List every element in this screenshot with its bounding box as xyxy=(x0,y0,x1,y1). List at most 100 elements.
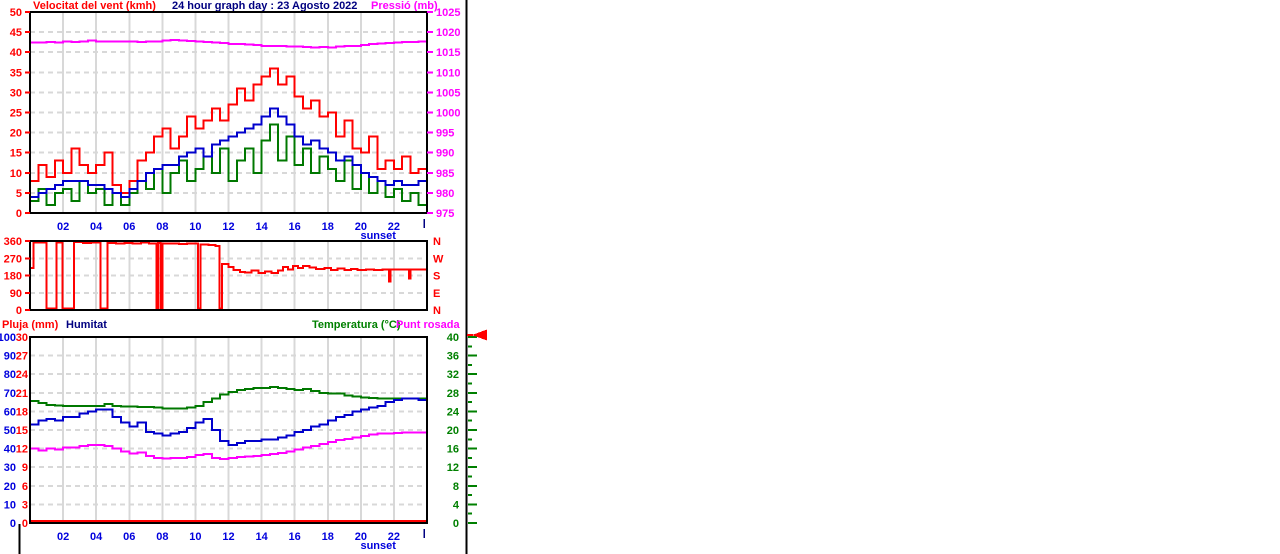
axis-tick-label: 18 xyxy=(16,406,28,418)
left-axis: 0 10 20 30 40 50 60 70 80 90 100 xyxy=(0,332,16,530)
axis-tick-label: 0 xyxy=(16,305,22,317)
x-tick-label: 06 xyxy=(123,531,135,543)
axis-tick-label: 70 xyxy=(4,388,16,400)
axis-tick-label: 15 xyxy=(10,148,22,160)
axis-tick-label: 975 xyxy=(436,208,454,220)
axis-tick-label: 27 xyxy=(16,351,28,363)
x-tick-label: 14 xyxy=(255,221,268,233)
axis-tick-label: 24 xyxy=(16,369,29,381)
axis-tick-label: 40 xyxy=(447,332,459,344)
axis-tick-label: 990 xyxy=(436,148,454,160)
axis-tick-label: 8 xyxy=(453,481,459,493)
axis-tick-label: 995 xyxy=(436,128,454,140)
axis-tick-label: 20 xyxy=(447,425,459,437)
axis-tick-label: 0 xyxy=(22,518,28,530)
x-tick-label: 20 xyxy=(355,221,367,233)
axis-tick-label: 1010 xyxy=(436,67,460,79)
horizontal-gridlines xyxy=(30,257,427,294)
rain-humidity-temperature-dewpoint-chart: 0102030405060708090100036912151821242730… xyxy=(0,332,477,552)
axis-tick-label: 9 xyxy=(22,462,28,474)
axis-tick-label: 16 xyxy=(447,444,459,456)
left-axis: 0 3 6 9 12 15 18 21 24 27 30 xyxy=(16,332,29,530)
axis-tick-label: 30 xyxy=(4,462,16,474)
axis-tick-label: 30 xyxy=(10,87,22,99)
left-axis: 0 90 180 270 360 xyxy=(4,236,30,317)
x-tick-label: 12 xyxy=(222,221,234,233)
temperature-axis-title: Temperatura (°C) xyxy=(312,319,401,331)
x-tick-label: 06 xyxy=(123,221,135,233)
right-axis: 975 980 985 990 995 1000 1005 1010 1015 1020 1025 xyxy=(427,7,460,220)
axis-tick-label: S xyxy=(433,271,440,283)
axis-tick-label: 6 xyxy=(22,481,28,493)
axis-tick-label: 1020 xyxy=(436,27,460,39)
humidity-series xyxy=(30,397,427,446)
axis-tick-label: 40 xyxy=(4,444,16,456)
axis-tick-label: E xyxy=(433,288,440,300)
axis-tick-label: N xyxy=(433,305,441,317)
x-tick-label: 04 xyxy=(90,221,103,233)
axis-tick-label: 270 xyxy=(4,253,22,265)
axis-tick-label: 1005 xyxy=(436,87,460,99)
axis-tick-label: 12 xyxy=(16,444,28,456)
axis-tick-label: 4 xyxy=(453,499,460,511)
axis-tick-label: 1025 xyxy=(436,7,460,19)
dewpoint-axis-title: Punt rosada xyxy=(396,319,460,331)
axis-tick-label: 15 xyxy=(16,425,28,437)
left-axis: 0 5 10 15 20 25 30 35 40 45 50 xyxy=(10,7,30,220)
x-tick-label: 16 xyxy=(289,531,301,543)
axis-tick-label: 980 xyxy=(436,188,454,200)
sunset-label: sunset xyxy=(360,540,396,552)
pressure-axis-title: Pressió (mb) xyxy=(371,0,438,12)
axis-tick-label: 24 xyxy=(447,406,460,418)
axis-tick-label: 40 xyxy=(10,47,22,59)
x-tick-label: 18 xyxy=(322,221,334,233)
axis-tick-label: 45 xyxy=(10,27,22,39)
axis-tick-label: N xyxy=(433,236,441,248)
x-tick-label: 02 xyxy=(57,221,69,233)
axis-tick-label: 25 xyxy=(10,108,22,120)
axis-tick-label: 12 xyxy=(447,462,459,474)
axis-tick-label: 50 xyxy=(4,425,16,437)
wind-avg-series xyxy=(30,107,428,198)
axis-tick-label: 360 xyxy=(4,236,22,248)
axis-tick-label: 36 xyxy=(447,351,459,363)
x-tick-label: 08 xyxy=(156,221,168,233)
current-value-arrow-icon xyxy=(467,329,487,341)
plot-border xyxy=(29,336,428,524)
humidity-axis-title: Humitat xyxy=(66,319,107,331)
x-tick-label: 16 xyxy=(289,221,301,233)
x-tick-label: 02 xyxy=(57,531,69,543)
sunset-label: sunset xyxy=(360,230,396,242)
x-tick-label: 14 xyxy=(255,531,268,543)
x-tick-label: 18 xyxy=(322,531,334,543)
axis-tick-label: 0 xyxy=(16,208,22,220)
rain-axis-title: Pluja (mm) xyxy=(2,319,59,331)
axis-tick-label: 5 xyxy=(16,188,22,200)
x-tick-label: 04 xyxy=(90,531,103,543)
wind-speed-pressure-chart: 0510152025303540455097598098599099510001… xyxy=(10,7,461,242)
axis-tick-label: 32 xyxy=(447,369,459,381)
graph-title: 24 hour graph day : 23 Agosto 2022 xyxy=(172,0,358,12)
x-tick-label: 12 xyxy=(222,531,234,543)
x-tick-label: 22 xyxy=(388,531,400,543)
right-axis: 0 4 8 12 16 20 24 28 32 36 40 xyxy=(447,332,477,530)
axis-tick-label: 35 xyxy=(10,67,22,79)
axis-tick-label: 30 xyxy=(16,332,28,344)
axis-tick-label: 90 xyxy=(10,288,22,300)
axis-tick-label: 60 xyxy=(4,406,16,418)
x-tick-label: 22 xyxy=(388,221,400,233)
x-tick-label: 20 xyxy=(355,531,367,543)
axis-tick-label: 20 xyxy=(10,128,22,140)
axis-tick-label: 1015 xyxy=(436,47,460,59)
wind-axis-title: Velocitat del vent (kmh) xyxy=(33,0,156,12)
axis-tick-label: 90 xyxy=(4,351,16,363)
x-tick-label: 10 xyxy=(189,221,201,233)
temperature-series xyxy=(30,385,427,410)
x-tick-label: 08 xyxy=(156,531,168,543)
axis-tick-label: 10 xyxy=(10,168,22,180)
